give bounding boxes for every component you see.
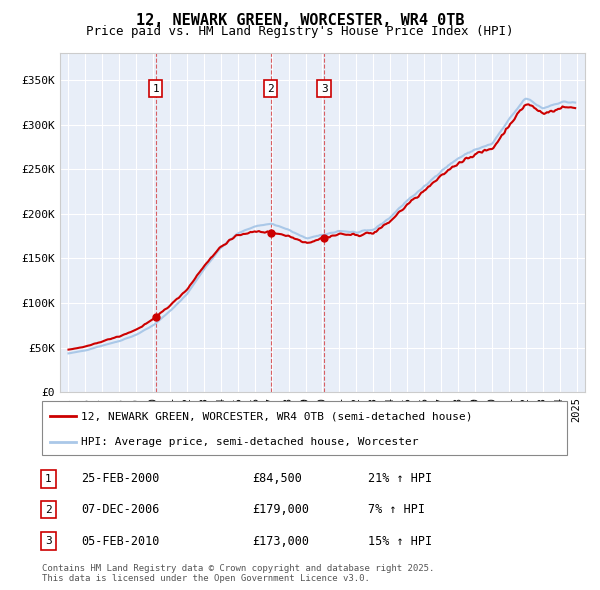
FancyBboxPatch shape <box>42 401 567 455</box>
Text: 1: 1 <box>45 474 52 484</box>
Text: 12, NEWARK GREEN, WORCESTER, WR4 0TB (semi-detached house): 12, NEWARK GREEN, WORCESTER, WR4 0TB (se… <box>82 411 473 421</box>
Text: 3: 3 <box>45 536 52 546</box>
Text: 3: 3 <box>321 84 328 94</box>
Text: 21% ↑ HPI: 21% ↑ HPI <box>367 473 431 486</box>
Text: 12, NEWARK GREEN, WORCESTER, WR4 0TB: 12, NEWARK GREEN, WORCESTER, WR4 0TB <box>136 13 464 28</box>
Text: £179,000: £179,000 <box>252 503 309 516</box>
Text: 15% ↑ HPI: 15% ↑ HPI <box>367 535 431 548</box>
Text: £173,000: £173,000 <box>252 535 309 548</box>
Text: 7% ↑ HPI: 7% ↑ HPI <box>367 503 425 516</box>
Text: 25-FEB-2000: 25-FEB-2000 <box>82 473 160 486</box>
Text: 2: 2 <box>45 504 52 514</box>
Text: 05-FEB-2010: 05-FEB-2010 <box>82 535 160 548</box>
Text: HPI: Average price, semi-detached house, Worcester: HPI: Average price, semi-detached house,… <box>82 437 419 447</box>
Text: £84,500: £84,500 <box>252 473 302 486</box>
Text: 2: 2 <box>267 84 274 94</box>
Text: Contains HM Land Registry data © Crown copyright and database right 2025.
This d: Contains HM Land Registry data © Crown c… <box>42 563 434 583</box>
Text: 1: 1 <box>152 84 159 94</box>
Text: 07-DEC-2006: 07-DEC-2006 <box>82 503 160 516</box>
Text: Price paid vs. HM Land Registry's House Price Index (HPI): Price paid vs. HM Land Registry's House … <box>86 25 514 38</box>
